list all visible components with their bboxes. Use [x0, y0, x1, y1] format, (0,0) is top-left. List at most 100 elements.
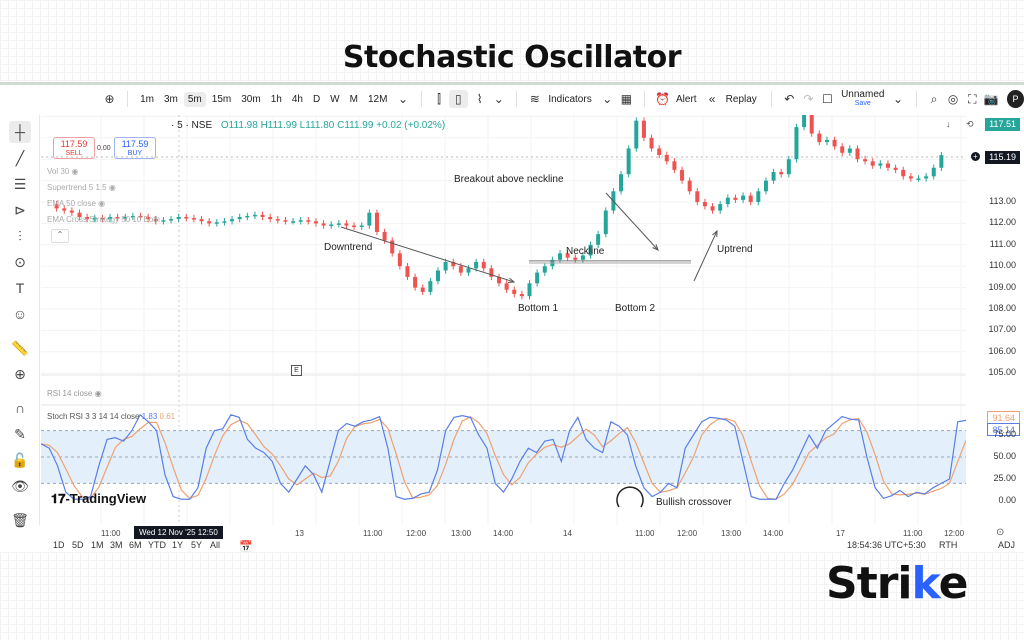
annotation-breakout: Breakout above neckline [454, 174, 564, 185]
brush-icon[interactable]: ⊙ [14, 253, 26, 270]
range-1Y[interactable]: 1Y [172, 540, 184, 550]
layout-icon[interactable]: ☐ [822, 92, 833, 106]
indicators-button[interactable]: Indicators [548, 93, 592, 105]
interval-1h[interactable]: 1h [270, 93, 282, 105]
interval-5m[interactable]: 5m [183, 91, 206, 107]
fullscreen-icon[interactable]: ⛶ [968, 91, 977, 106]
bottom-bar: 1D 5D 1M 3M 6M YTD 1Y 5Y All 📅 18:54:36 UTC+5:30… [41, 537, 1024, 555]
sell-button[interactable]: 117.59 SELL [53, 137, 95, 159]
ruler-icon[interactable]: 📏 [11, 339, 29, 356]
symbol-interval: · 5 · NSE [171, 120, 213, 131]
redo-icon[interactable]: ↷ [803, 92, 814, 106]
indicator-ema-cross[interactable]: EMA Cross Strategy 50 10 Both [47, 215, 160, 224]
unlock-icon[interactable]: 🔓 [11, 451, 29, 468]
stoch-rsi-label[interactable]: Stoch RSI 3 3 14 14 close 1.83 0.61 [47, 412, 176, 421]
line-chart-type-icon[interactable]: ⌇ [476, 92, 483, 106]
lock-drawings-icon[interactable]: ✎ [14, 425, 26, 442]
avatar[interactable]: P [1006, 90, 1024, 108]
interval-1m[interactable]: 1m [140, 93, 154, 105]
replay-button[interactable]: Replay [725, 93, 757, 105]
range-5Y[interactable]: 5Y [191, 540, 203, 550]
crosshair-icon[interactable]: ┼ [9, 121, 31, 143]
range-YTD[interactable]: YTD [148, 540, 166, 550]
trendline-icon[interactable]: ╱ [15, 149, 25, 166]
interval-30m[interactable]: 30m [241, 93, 261, 105]
session-button[interactable]: RTH [939, 540, 958, 550]
drawing-toolbar: ┼ ╱ ☰ ⊳ ⫶ ⊙ T ☺ 📏 ⊕ ∩ ✎ 🔓 👁 🗑 [0, 115, 40, 528]
annotation-bottom2: Bottom 2 [615, 303, 656, 314]
interval-D[interactable]: D [312, 93, 321, 105]
undo-icon[interactable]: ↶ [784, 92, 795, 106]
bar-chart-type-icon[interactable]: ⫿ [437, 91, 441, 106]
emoji-icon[interactable]: ☺ [12, 306, 28, 322]
collapse-indicators-button[interactable]: ⌃ [51, 229, 69, 243]
buy-button[interactable]: 117.59 BUY [114, 137, 156, 159]
range-5D[interactable]: 5D [72, 540, 84, 550]
axis-settings-icon[interactable]: ⊙ [996, 527, 1005, 538]
time-tick: 14 [563, 529, 572, 538]
candle-chart-type-icon[interactable]: ▯ [448, 90, 469, 108]
interval-12M[interactable]: 12M [367, 93, 388, 105]
eye-icon[interactable]: 👁 [11, 477, 29, 494]
chart-area[interactable]: · 5 · NSE O111.98 H111.99 L111.80 C111.9… [41, 115, 966, 525]
refresh-icon[interactable]: ⟲ [966, 119, 974, 129]
annotation-bullish-crossover: Bullish crossover [656, 497, 732, 508]
alert-button[interactable]: Alert [675, 93, 697, 105]
layout-name-button[interactable]: Unnamed Save [841, 90, 884, 108]
go-to-date-icon[interactable]: 📅 [239, 541, 253, 553]
events-marker[interactable]: E [291, 365, 302, 376]
range-1M[interactable]: 1M [91, 540, 104, 550]
interval-W[interactable]: W [330, 93, 340, 105]
trash-icon[interactable]: 🗑 [11, 511, 29, 528]
indicator-vol[interactable]: Vol 30 ◉ [47, 167, 79, 176]
chevron-down-icon[interactable]: ⌄ [493, 92, 504, 106]
buy-price: 117.59 [121, 139, 149, 149]
text-icon[interactable]: T [15, 280, 25, 296]
indicator-supertrend[interactable]: Supertrend 5 1.5 ◉ [47, 183, 116, 192]
templates-icon[interactable]: ▦ [620, 92, 633, 106]
replay-icon: « [708, 92, 716, 106]
indicator-ema50[interactable]: EMA 50 close ◉ [47, 199, 106, 208]
camera-icon[interactable]: 📷 [983, 92, 999, 106]
crosshair-date: Wed 12 Nov '25 12:50 [134, 526, 223, 539]
add-symbol-icon[interactable]: ⊕ [104, 92, 115, 106]
magnet-icon[interactable]: ∩ [14, 400, 26, 416]
chart-canvas[interactable] [41, 115, 966, 525]
price-axis[interactable]: ↓ ⟲ 117.51 + 115.19 113.00 112.00 111.00 11… [946, 115, 1024, 525]
chevron-down-icon[interactable]: ⌄ [602, 92, 613, 106]
rsi-label[interactable]: RSI 14 close ◉ [47, 389, 102, 398]
zoom-in-icon[interactable]: ⊕ [14, 365, 26, 382]
interval-4h[interactable]: 4h [291, 93, 303, 105]
price-label: 106.00 [988, 345, 1016, 356]
tradingview-window: ⊕ 1m 3m 5m 15m 30m 1h 4h D W M 12M ⌄ ⫿ ▯ ⌇ ⌄ ≋ Ind… [0, 82, 1024, 555]
scroll-down-icon[interactable]: ↓ [946, 119, 951, 129]
time-tick: 13 [295, 529, 304, 538]
time-axis[interactable]: 11:00 13 11:00 12:00 13:00 14:00 14 11:00 12:00 1… [41, 525, 1004, 543]
range-3M[interactable]: 3M [110, 540, 123, 550]
price-label: 109.00 [988, 281, 1016, 292]
chevron-down-icon[interactable]: ⌄ [397, 92, 408, 106]
chevron-down-icon[interactable]: ⌄ [892, 92, 904, 106]
divider [770, 91, 772, 107]
interval-M[interactable]: M [349, 93, 358, 105]
time-tick: 11:00 [635, 529, 655, 538]
settings-icon[interactable]: ◎ [947, 92, 959, 106]
prediction-icon[interactable]: ⫶ [18, 227, 22, 244]
fib-lines-icon[interactable]: ☰ [13, 175, 27, 192]
divider [420, 91, 422, 107]
time-tick: 11:00 [101, 529, 121, 538]
range-1D[interactable]: 1D [53, 540, 65, 550]
range-All[interactable]: All [210, 540, 221, 550]
quick-search-icon[interactable]: ⌕ [930, 91, 938, 106]
pattern-icon[interactable]: ⊳ [14, 201, 26, 218]
strike-logo: Strike [826, 558, 968, 609]
plus-icon[interactable]: + [970, 151, 981, 162]
interval-3m[interactable]: 3m [163, 93, 178, 105]
interval-15m[interactable]: 15m [211, 93, 232, 105]
divider [516, 91, 518, 107]
time-tick: 12:00 [406, 529, 427, 538]
adjust-button[interactable]: ADJ [998, 540, 1016, 550]
price-label: 107.00 [988, 324, 1016, 335]
range-6M[interactable]: 6M [129, 540, 142, 550]
